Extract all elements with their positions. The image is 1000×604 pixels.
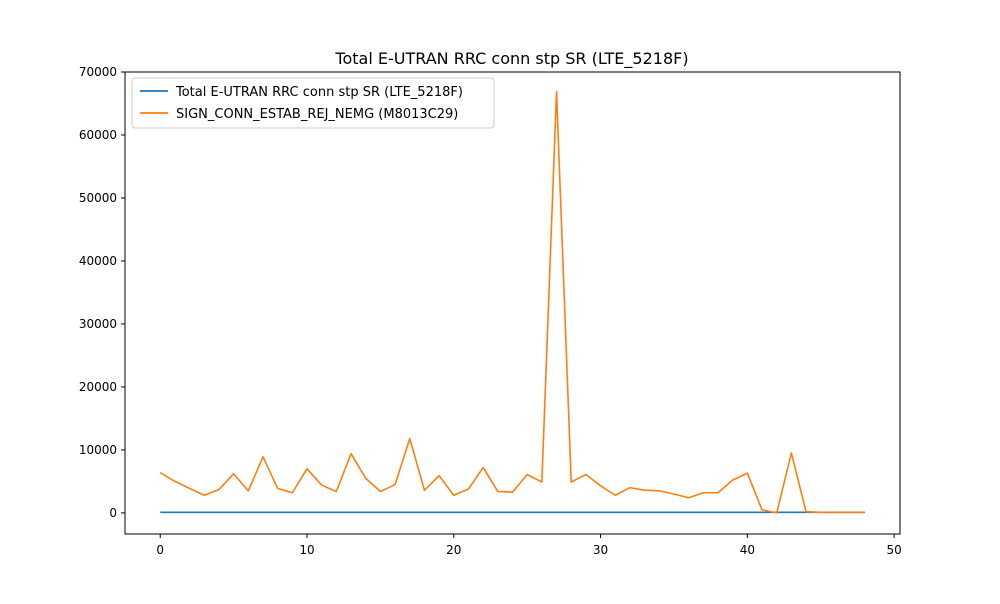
axis-ticks: 0 10 20 30 40 50 0 10000 20000 30000 40000 50000 600… xyxy=(79,65,902,557)
plot-lines xyxy=(159,90,865,514)
legend: Total E-UTRAN RRC conn stp SR (LTE_5218F… xyxy=(131,77,495,129)
legend-box xyxy=(131,77,495,129)
series-line-2 xyxy=(159,90,865,514)
y-tick-label: 10000 xyxy=(79,443,117,457)
y-tick-label: 0 xyxy=(109,506,117,520)
x-tick-label: 30 xyxy=(593,543,608,557)
x-tick-label: 50 xyxy=(886,543,901,557)
x-tick-label: 0 xyxy=(156,543,164,557)
y-tick-label: 20000 xyxy=(79,380,117,394)
y-tick-label: 70000 xyxy=(79,65,117,79)
chart-title: Total E-UTRAN RRC conn stp SR (LTE_5218F… xyxy=(334,49,688,69)
x-tick-label: 10 xyxy=(299,543,314,557)
y-tick-label: 60000 xyxy=(79,128,117,142)
y-tick-label: 40000 xyxy=(79,254,117,268)
axes-frame xyxy=(124,71,901,535)
x-tick-label: 20 xyxy=(446,543,461,557)
legend-label-2: SIGN_CONN_ESTAB_REJ_NEMG (M8013C29) xyxy=(176,107,458,122)
y-tick-label: 50000 xyxy=(79,191,117,205)
x-tick-label: 40 xyxy=(740,543,755,557)
y-tick-label: 30000 xyxy=(79,317,117,331)
legend-label-1: Total E-UTRAN RRC conn stp SR (LTE_5218F… xyxy=(175,85,463,100)
